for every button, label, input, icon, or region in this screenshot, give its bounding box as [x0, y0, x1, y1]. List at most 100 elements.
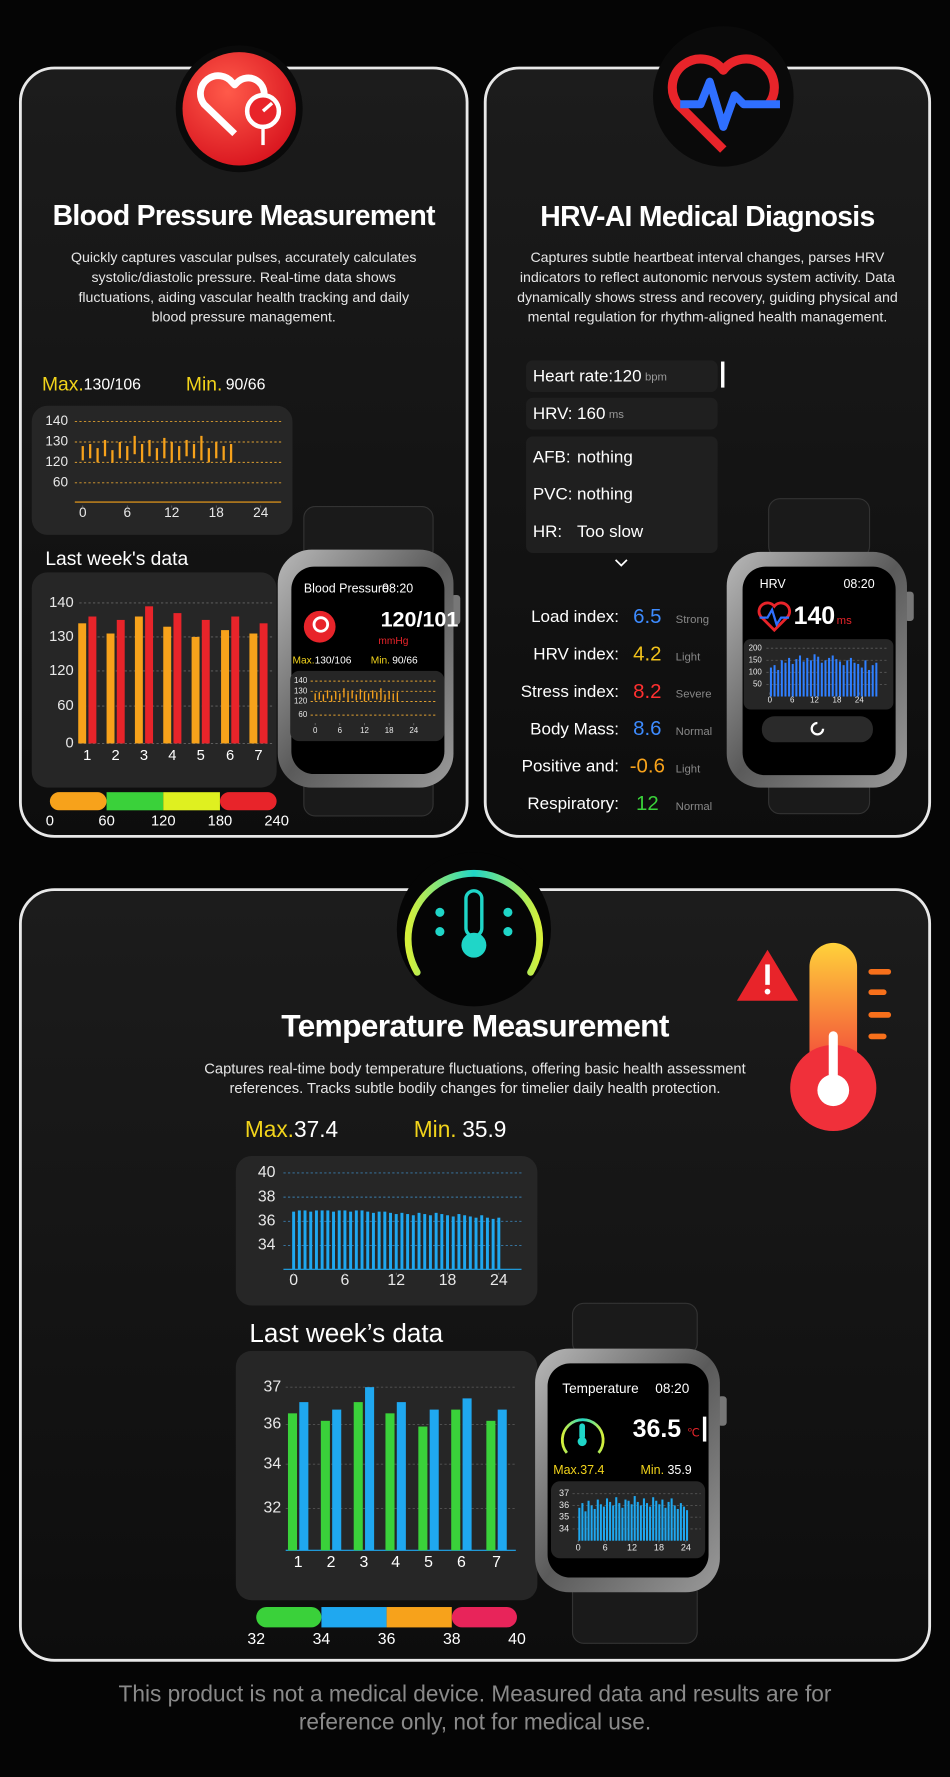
x-tick-label: 18	[833, 695, 842, 704]
index-label: HRV index:	[533, 645, 619, 664]
bar	[497, 1409, 507, 1551]
bar	[497, 1217, 501, 1270]
bar	[332, 1211, 336, 1270]
y-tick-label: 34	[559, 1523, 569, 1533]
card-title: Temperature Measurement	[281, 1007, 670, 1043]
bar	[383, 1211, 387, 1270]
metric-box	[526, 360, 718, 393]
watch-strap	[571, 1302, 698, 1355]
index-label: Positive and:	[522, 757, 619, 776]
bar	[581, 1503, 584, 1541]
y-tick-label: 140	[45, 413, 68, 428]
bar	[485, 1217, 489, 1270]
bp-icon-needle	[261, 101, 274, 113]
bar	[463, 1215, 467, 1270]
card-title: HRV-AI Medical Diagnosis	[540, 201, 874, 233]
watch-time: 08:20	[382, 582, 413, 596]
watch-min: Min. 35.9	[641, 1463, 692, 1477]
bar	[474, 1217, 478, 1270]
warning-dot	[764, 988, 771, 995]
x-tick-label: 6	[790, 695, 795, 704]
bar	[221, 630, 230, 744]
watch-gauge-icon	[560, 1418, 605, 1454]
bar	[642, 1498, 645, 1541]
bar	[287, 1413, 298, 1551]
y-tick-label: 120	[49, 663, 74, 679]
scale-label: 180	[208, 814, 233, 830]
min-label: Min.	[414, 1116, 457, 1142]
x-tick-label: 7	[254, 748, 262, 764]
y-tick-label: 130	[294, 686, 308, 695]
bar	[163, 626, 172, 744]
bar	[394, 1214, 398, 1270]
bar	[400, 1212, 404, 1270]
bar	[612, 1505, 615, 1541]
scale-label: 36	[378, 1631, 396, 1648]
bp-icon-heart	[197, 72, 268, 137]
metric-value: 120	[613, 367, 641, 386]
bar	[655, 1500, 658, 1541]
y-tick-label: 150	[749, 655, 763, 664]
bar	[686, 1510, 689, 1541]
index-status: Light	[676, 764, 701, 776]
diagnosis-value: nothing	[577, 485, 633, 504]
bar	[78, 623, 87, 744]
y-tick-label: 40	[258, 1164, 276, 1181]
min-reading: Min. 90/66	[186, 374, 266, 395]
bar	[806, 657, 809, 697]
y-tick-label: 140	[294, 676, 308, 685]
bar	[418, 1426, 428, 1551]
temp-icon-dot	[435, 927, 445, 937]
index-label: Body Mass:	[530, 719, 619, 738]
watch-time: 08:20	[843, 577, 874, 591]
bar	[491, 1218, 495, 1270]
bar	[602, 1506, 605, 1541]
bar	[670, 1498, 673, 1541]
metric-unit: bpm	[645, 371, 667, 383]
y-tick-label: 35	[559, 1512, 569, 1522]
bar	[627, 1500, 630, 1541]
bar	[820, 662, 823, 697]
diagnosis-box	[526, 436, 718, 554]
thermometer-inner-bulb	[817, 1074, 850, 1107]
min-reading: Min. 35.9	[414, 1116, 507, 1142]
bar	[462, 1398, 472, 1551]
scale-segment	[386, 1607, 452, 1628]
temp-icon-dot	[503, 907, 513, 917]
temp-icon-bulb	[461, 932, 487, 958]
bar	[116, 619, 125, 744]
scale-label: 40	[508, 1631, 526, 1648]
bar	[457, 1214, 461, 1270]
metric-unit: ms	[609, 409, 624, 421]
thermometer-dash	[868, 989, 887, 996]
card-description: references. Tracks subtle bodily changes…	[230, 1081, 721, 1097]
index-value: 8.6	[633, 718, 661, 740]
scale-label: 240	[264, 814, 289, 830]
x-tick-label: 12	[164, 505, 179, 520]
chevron	[614, 559, 628, 567]
bar	[299, 1402, 309, 1551]
diagnosis-label: PVC:	[533, 485, 573, 504]
y-tick-label: 34	[258, 1237, 276, 1254]
x-tick-label: 1	[294, 1554, 303, 1571]
metric-box	[526, 397, 718, 430]
metric-indicator	[721, 361, 725, 388]
y-tick-label: 38	[258, 1188, 276, 1205]
bar	[309, 1211, 313, 1270]
scale-label: 0	[46, 814, 54, 830]
x-tick-label: 6	[338, 726, 343, 735]
index-value: -0.6	[630, 756, 665, 778]
x-tick-label: 24	[490, 1272, 508, 1289]
bar	[630, 1504, 633, 1541]
bar	[411, 1215, 415, 1270]
bar	[434, 1212, 438, 1270]
bar	[396, 1402, 406, 1551]
bar	[795, 659, 798, 697]
scale-label: 120	[151, 814, 176, 830]
bar	[371, 1212, 375, 1270]
bar	[429, 1409, 439, 1551]
watch-pulse-icon	[759, 606, 790, 628]
bar	[838, 661, 842, 697]
bar	[326, 1210, 330, 1270]
scale-segment	[106, 792, 164, 811]
